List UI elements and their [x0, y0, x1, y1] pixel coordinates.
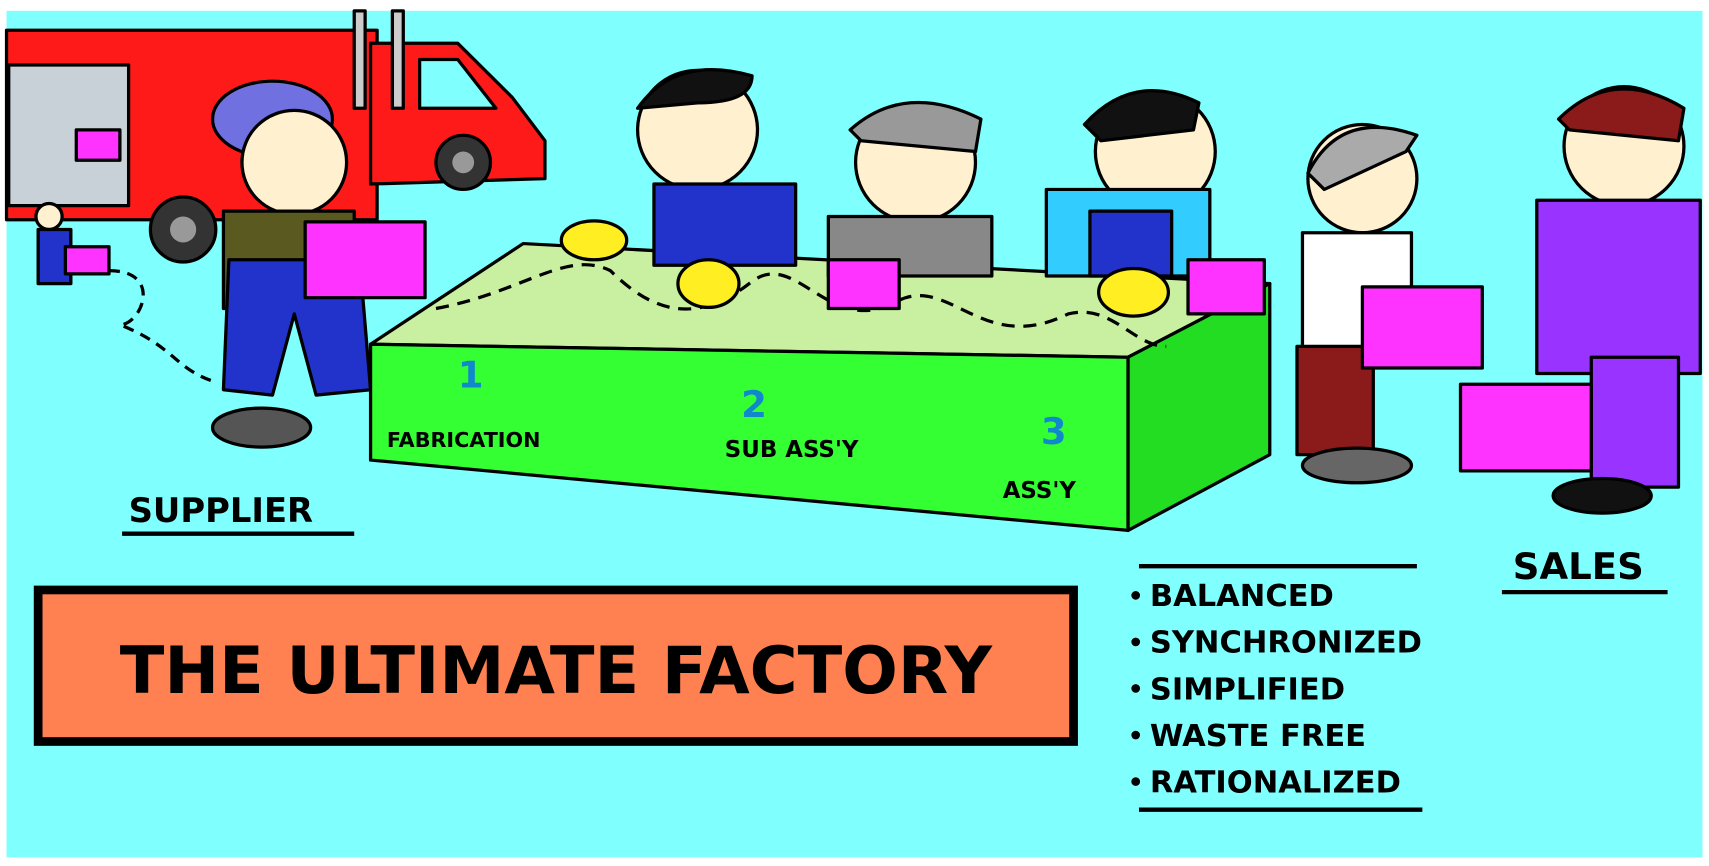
supplier-label: SUPPLIER — [129, 491, 313, 530]
station-number: 1 — [458, 354, 484, 397]
sales-label: SALES — [1513, 545, 1644, 588]
quality: WASTE FREE — [1150, 719, 1366, 754]
bullet — [1131, 591, 1140, 600]
title: THE ULTIMATE FACTORY — [120, 634, 993, 709]
station-name: FABRICATION — [387, 428, 541, 452]
page: 1 FABRICATION 2 SUB ASS'Y 3 ASS'Y SUPPLI… — [0, 0, 1709, 866]
quality: SIMPLIFIED — [1150, 672, 1345, 707]
bullet — [1131, 638, 1140, 647]
quality: BALANCED — [1150, 579, 1334, 614]
bullet — [1131, 684, 1140, 693]
station-number: 2 — [741, 383, 767, 426]
quality: RATIONALIZED — [1150, 765, 1401, 800]
station-name: ASS'Y — [1003, 478, 1077, 504]
station-name: SUB ASS'Y — [725, 437, 859, 463]
bullet — [1131, 777, 1140, 786]
illustration: 1 FABRICATION 2 SUB ASS'Y 3 ASS'Y SUPPLI… — [0, 0, 1709, 866]
bullet — [1131, 731, 1140, 740]
station-number: 3 — [1041, 410, 1067, 453]
quality: SYNCHRONIZED — [1150, 626, 1422, 661]
